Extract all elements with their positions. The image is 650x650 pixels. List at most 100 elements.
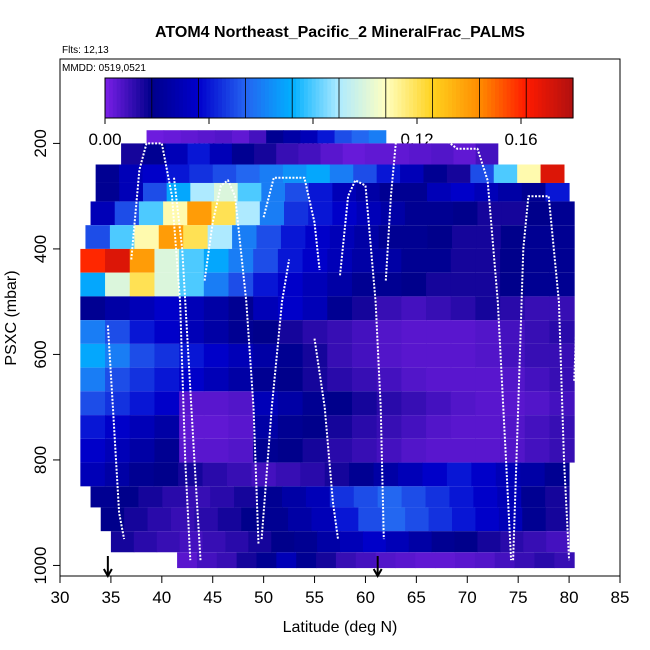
heatmap-cell	[500, 367, 526, 392]
colorbar-swatch	[210, 78, 215, 118]
heatmap-cell	[241, 507, 266, 532]
flight-profile-line	[262, 176, 321, 271]
heatmap-cell	[203, 296, 230, 321]
heatmap-cell	[235, 201, 261, 226]
heatmap-cell	[277, 320, 304, 344]
colorbar-swatch	[405, 78, 410, 118]
colorbar-swatch	[151, 78, 157, 118]
colorbar-swatch	[440, 78, 445, 118]
colorbar-swatch	[339, 78, 344, 118]
heatmap-cell	[387, 143, 410, 165]
colorbar-swatch	[475, 78, 480, 118]
heatmap-cell	[450, 296, 476, 321]
heatmap-cell	[351, 248, 378, 273]
colorbar-swatch	[346, 78, 352, 118]
heatmap-cell	[354, 225, 380, 249]
heatmap-cell	[277, 272, 304, 297]
heatmap-cell	[376, 367, 402, 392]
heatmap-cell	[324, 462, 350, 487]
colorbar-swatch	[510, 78, 516, 118]
heatmap-cell	[142, 164, 167, 183]
colorbar-swatch	[245, 78, 250, 118]
colorbar-swatch	[502, 78, 508, 118]
colorbar-swatch	[335, 78, 340, 118]
colorbar-swatch	[569, 78, 574, 118]
x-tick-label: 40	[152, 588, 171, 607]
colorbar-swatch	[557, 78, 562, 118]
heatmap-cell	[381, 507, 406, 532]
colorbar-swatch	[128, 78, 133, 118]
heatmap-cell	[298, 143, 322, 165]
heatmap-cells	[80, 130, 575, 569]
heatmap-cell	[426, 343, 452, 368]
x-tick-label: 65	[407, 588, 426, 607]
heatmap-cell	[178, 462, 204, 487]
heatmap-cell	[179, 391, 205, 416]
heatmap-cell	[401, 320, 427, 344]
colorbar-swatch	[424, 78, 430, 118]
heatmap-cell	[329, 225, 355, 249]
heatmap-cell	[80, 367, 106, 392]
heatmap-cell	[231, 143, 255, 165]
colorbar-swatch	[323, 78, 328, 118]
heatmap-cell	[253, 343, 279, 368]
heatmap-cell	[253, 272, 279, 297]
heatmap-cell	[302, 343, 328, 368]
heatmap-cell	[154, 367, 180, 392]
y-axis-label: PSXC (mbar)	[3, 270, 20, 365]
heatmap-cell	[311, 507, 336, 532]
x-tick-label: 80	[560, 588, 579, 607]
heatmap-cell	[232, 130, 250, 144]
colorbar-swatch	[257, 78, 262, 118]
heatmap-cell	[179, 531, 204, 553]
heatmap-cell	[524, 391, 550, 416]
heatmap-cell	[554, 552, 575, 569]
heatmap-cell	[376, 391, 402, 416]
heatmap-cell	[187, 201, 212, 226]
colorbar-swatch	[498, 78, 504, 118]
heatmap-cell	[376, 248, 402, 273]
heatmap-cell	[473, 486, 498, 508]
heatmap-cell	[495, 462, 521, 487]
heatmap-cell	[329, 486, 355, 508]
heatmap-cell	[455, 552, 476, 569]
colorbar-swatch	[261, 78, 266, 118]
heatmap-cell	[351, 296, 378, 321]
heatmap-cell	[452, 225, 477, 249]
heatmap-cell	[154, 296, 180, 321]
heatmap-cell	[147, 507, 172, 532]
heatmap-cell	[452, 507, 476, 532]
heatmap-cell	[105, 272, 131, 297]
heatmap-cell	[80, 415, 106, 439]
heatmap-cell	[236, 552, 257, 569]
heatmap-cell	[183, 225, 209, 249]
heatmap-cell	[497, 486, 522, 508]
heatmap-cell	[129, 415, 155, 439]
heatmap-cell	[355, 552, 377, 569]
flight-profile-line	[260, 259, 291, 540]
heatmap-cell	[225, 531, 249, 553]
heatmap-cell	[475, 343, 501, 368]
heatmap-cell	[378, 225, 404, 249]
heatmap-cell	[300, 462, 326, 487]
heatmap-cell	[284, 201, 309, 226]
colorbar-swatch	[124, 78, 129, 118]
colorbar-swatch	[467, 78, 473, 118]
colorbar-swatch	[194, 78, 200, 118]
heatmap-cell	[475, 320, 501, 344]
colorbar-swatch	[378, 78, 383, 118]
heatmap-cell	[119, 164, 143, 183]
heatmap-cell	[426, 296, 452, 321]
heatmap-cell	[425, 486, 450, 508]
heatmap-cell	[134, 225, 160, 249]
colorbar-swatch	[358, 78, 363, 118]
colorbar-swatch	[303, 78, 309, 118]
heatmap-cell	[154, 438, 180, 463]
colorbar-swatch	[268, 78, 274, 118]
heatmap-cell	[426, 248, 452, 273]
colorbar-swatch	[233, 78, 239, 118]
heatmap-cell	[500, 343, 526, 368]
heatmap-cell	[253, 320, 279, 344]
heatmap-cell	[351, 272, 378, 297]
heatmap-cell	[500, 248, 526, 273]
